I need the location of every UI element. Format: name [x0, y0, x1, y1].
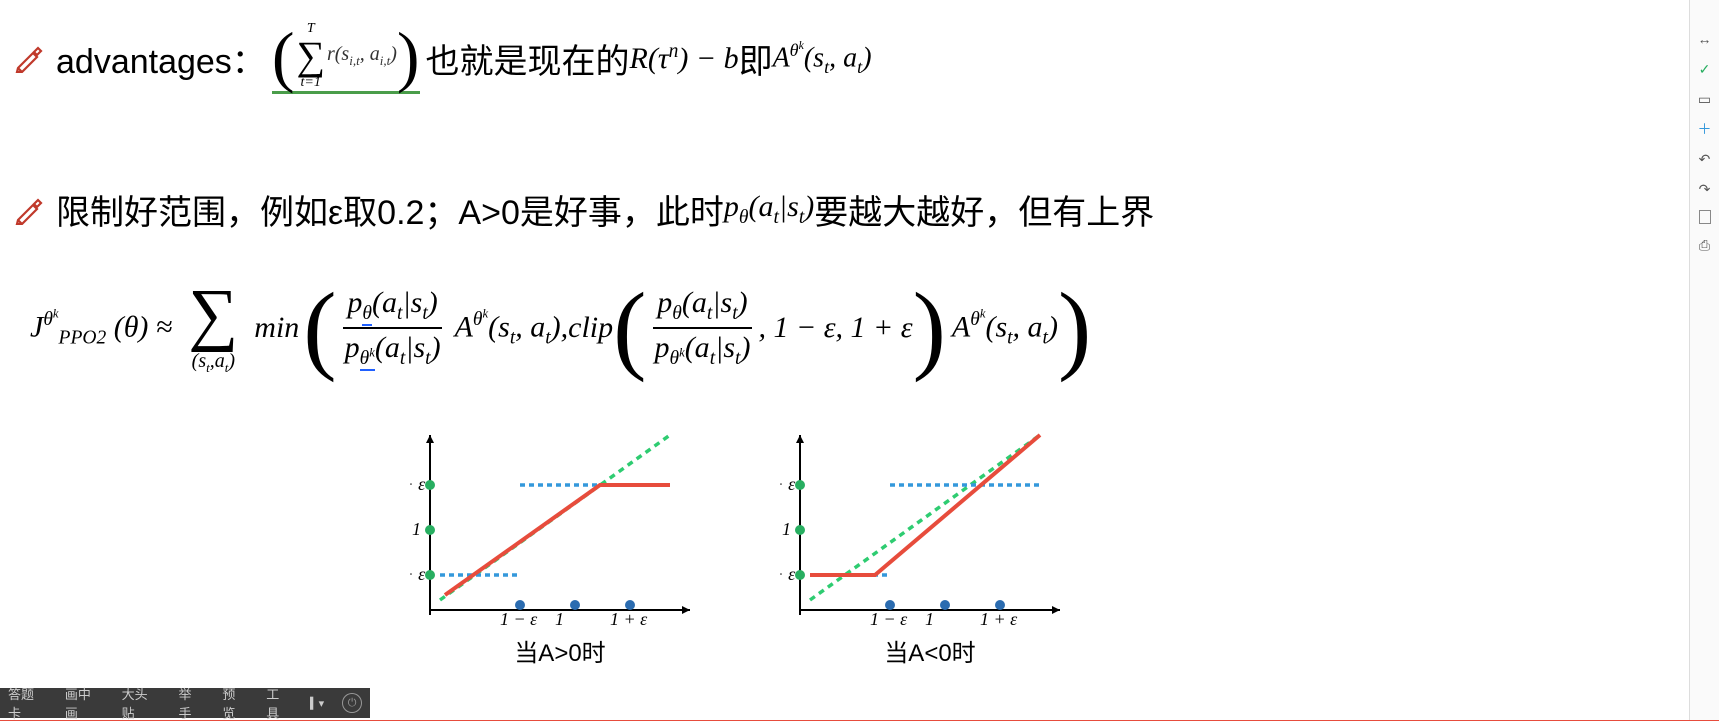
bound-text-b: 要越大越好，但有上界 [814, 185, 1154, 234]
chart-right-caption: 当A<0时 [884, 633, 975, 668]
A-term-1: Aθk(st, at) [455, 307, 561, 350]
mic-indicator[interactable]: ▍▾ [310, 697, 324, 710]
A-term-2: Aθk(st, at) [952, 307, 1058, 350]
clip-label: clip [568, 311, 613, 345]
chart-a-negative: 1 + ε 1 1 − ε 1 − ε 1 1 + ε 当A<0时 [780, 425, 1080, 668]
clip-bounds: , 1 − ε, 1 + ε [758, 311, 912, 345]
chart-right-svg: 1 + ε 1 1 − ε 1 − ε 1 1 + ε [780, 425, 1080, 625]
svg-text:1 + ε: 1 + ε [410, 474, 426, 494]
tool-check-icon[interactable]: ✓ [1696, 60, 1714, 78]
tool-rect-icon[interactable]: ▭ [1696, 90, 1714, 108]
bottom-toolbar: 答题卡 画中画 大头贴 举手 预览 工具 ▍▾ ⏻ [0, 688, 370, 718]
sum-reward-term: ( T ∑ t=1 r(si,t, ai,t) ) [272, 22, 420, 94]
btn-tools[interactable]: 工具 [266, 684, 292, 722]
ji-text: 即 [739, 34, 773, 83]
advantages-label: advantages： [56, 34, 266, 83]
min-label: min [254, 311, 299, 345]
line-epsilon-bound: 限制好范围，例如ε取0.2；A>0是好事，此时 pθ(at|st) 要越大越好，… [10, 185, 1154, 234]
btn-pip[interactable]: 画中画 [65, 684, 104, 722]
svg-text:1: 1 [412, 519, 421, 539]
tool-page-icon[interactable] [1699, 210, 1711, 224]
btn-raise-hand[interactable]: 举手 [178, 684, 204, 722]
p-theta-term: pθ(at|st) [724, 190, 814, 229]
svg-text:1: 1 [925, 609, 934, 625]
side-toolbar: ↔ ✓ ▭ ＋ ↶ ↷ ⎙ [1689, 0, 1719, 721]
line-advantages: advantages： ( T ∑ t=1 r(si,t, ai,t) ) 也就… [10, 22, 872, 94]
A-theta-k-term: Aθk(st, at) [773, 38, 872, 78]
sum-lower: t=1 [301, 76, 321, 90]
btn-avatar-sticker[interactable]: 大头贴 [122, 684, 161, 722]
mid-text-1: 也就是现在的 [426, 34, 630, 83]
tool-plus-icon[interactable]: ＋ [1696, 120, 1714, 138]
ratio-fraction: pθ(at|st) pθk(at|st) [341, 286, 445, 370]
tool-print-icon[interactable]: ⎙ [1696, 236, 1714, 254]
power-icon[interactable]: ⏻ [342, 693, 362, 713]
r-term: r(s [327, 43, 349, 65]
chart-left-svg: 1 + ε 1 1 − ε 1 − ε 1 1 + ε [410, 425, 710, 625]
btn-preview[interactable]: 预览 [222, 684, 248, 722]
svg-text:1 + ε: 1 + ε [780, 474, 796, 494]
svg-text:1: 1 [555, 609, 564, 625]
svg-text:1 − ε: 1 − ε [410, 564, 426, 584]
svg-text:1 + ε: 1 + ε [610, 609, 648, 625]
pen-icon [10, 192, 46, 228]
chart-left-caption: 当A>0时 [514, 633, 605, 668]
svg-text:1: 1 [782, 519, 791, 539]
ppo2-objective-formula: JθkPPO2 (θ) ≈ ∑ (st,at) min ( pθ(at|st) … [30, 280, 1091, 376]
svg-text:1 + ε: 1 + ε [980, 609, 1018, 625]
ratio-fraction-2: pθ(at|st) pθk(at|st) [650, 286, 754, 370]
svg-text:1 − ε: 1 − ε [870, 609, 908, 625]
R-tau-term: R(τn) − b [630, 41, 739, 76]
sum-over-st-at: ∑ (st,at) [188, 280, 238, 376]
chart-a-positive: 1 + ε 1 1 − ε 1 − ε 1 1 + ε 当A>0时 [410, 425, 710, 668]
clip-charts: 1 + ε 1 1 − ε 1 − ε 1 1 + ε 当A>0时 1 + ε 1 1 − ε… [410, 425, 1080, 668]
tool-undo-icon[interactable]: ↶ [1696, 150, 1714, 168]
svg-text:1 − ε: 1 − ε [500, 609, 538, 625]
J-symbol: JθkPPO2 (θ) ≈ [30, 307, 172, 350]
pen-icon [10, 40, 46, 76]
tool-redo-icon[interactable]: ↷ [1696, 180, 1714, 198]
bound-text-a: 限制好范围，例如ε取0.2；A>0是好事，此时 [56, 185, 724, 234]
btn-answer-card[interactable]: 答题卡 [8, 684, 47, 722]
tool-resize-icon[interactable]: ↔ [1696, 30, 1714, 48]
svg-text:1 − ε: 1 − ε [780, 564, 796, 584]
